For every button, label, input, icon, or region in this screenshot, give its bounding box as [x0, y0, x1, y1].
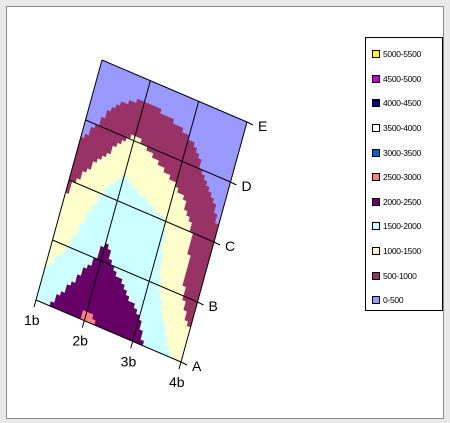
legend-swatch: [372, 247, 380, 256]
gridline-column: [132, 101, 200, 342]
series-axis-label: C: [225, 238, 235, 254]
legend-entry: 1500-2000: [372, 214, 442, 239]
legend-swatch: [372, 296, 380, 305]
tick-mark: [81, 320, 85, 328]
category-axis-label: 2b: [72, 333, 88, 349]
tick-mark: [178, 361, 182, 370]
category-axis-label: 4b: [169, 374, 185, 390]
legend-entry: 0-500: [372, 288, 442, 313]
legend-swatch: [372, 271, 380, 280]
tick-mark: [230, 181, 237, 186]
legend-entry: 3000-3500: [372, 140, 442, 165]
legend-entry: 2000-2500: [372, 190, 442, 215]
series-axis-label: A: [192, 358, 202, 374]
series-axis-label: D: [242, 178, 252, 194]
gridline-column: [35, 59, 103, 301]
legend-swatch: [372, 99, 380, 108]
legend-swatch: [372, 124, 380, 133]
gridline-row: [35, 299, 182, 363]
legend-label: 4500-5000: [383, 73, 421, 84]
tick-mark: [213, 241, 221, 246]
legend-swatch: [372, 222, 380, 231]
tick-mark: [246, 121, 254, 126]
legend-swatch: [372, 173, 380, 182]
tick-mark: [33, 299, 37, 308]
legend-entry: 500-1000: [372, 263, 442, 288]
chart-area: E D C B A 1b 2b 3b 4b 5000-5500 4500-5000 4000-450…: [6, 6, 444, 419]
gridline-row: [52, 239, 198, 303]
gridline-column: [83, 80, 151, 321]
legend-entry: 5000-5500: [372, 42, 442, 67]
gridline-row: [101, 59, 248, 123]
legend-swatch: [372, 197, 380, 206]
legend-entry: 1000-1500: [372, 239, 442, 264]
tick-mark: [130, 341, 134, 349]
tick-mark: [197, 301, 204, 306]
legend-label: 3000-3500: [383, 147, 421, 158]
legend-swatch: [372, 74, 380, 83]
legend-label: 3500-4000: [383, 123, 421, 134]
legend-entry: 2500-3000: [372, 165, 442, 190]
tick-mark: [180, 361, 188, 366]
legend-swatch: [372, 148, 380, 157]
legend-label: 0-500: [383, 295, 404, 306]
legend-label: 500-1000: [383, 270, 417, 281]
series-axis-label: E: [258, 118, 267, 134]
legend-label: 1500-2000: [383, 221, 421, 232]
legend-label: 2500-3000: [383, 172, 421, 183]
gridline-row: [68, 179, 215, 243]
legend-label: 5000-5500: [383, 49, 421, 60]
legend-entry: 4500-5000: [372, 67, 442, 92]
legend-swatch: [372, 50, 380, 59]
surface-plot: E D C B A 1b 2b 3b 4b: [24, 59, 267, 390]
legend-entry: 3500-4000: [372, 116, 442, 141]
legend-label: 2000-2500: [383, 196, 421, 207]
legend: 5000-5500 4500-5000 4000-4500 3500-4000 3000…: [365, 37, 443, 311]
legend-entry: 4000-4500: [372, 91, 442, 116]
legend-label: 4000-4500: [383, 98, 421, 109]
category-axis-label: 1b: [24, 312, 40, 328]
category-axis-label: 3b: [121, 353, 137, 369]
series-axis-label: B: [209, 298, 218, 314]
gridline-row: [85, 119, 231, 183]
legend-label: 1000-1500: [383, 246, 421, 257]
